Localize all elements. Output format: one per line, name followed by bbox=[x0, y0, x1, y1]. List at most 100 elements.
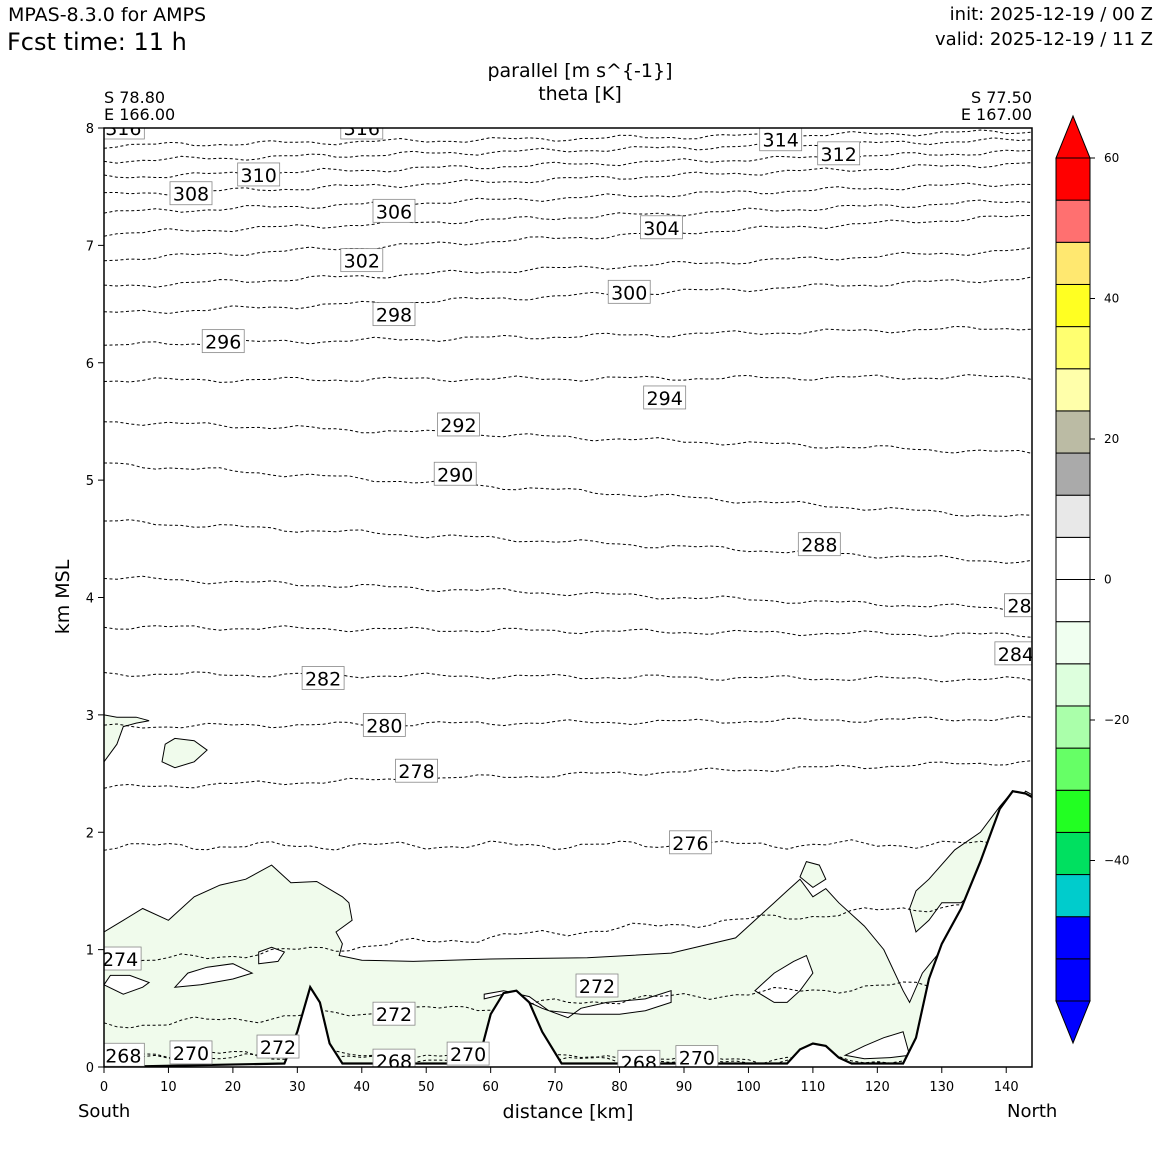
y-tick-label: 4 bbox=[86, 592, 94, 607]
theta-contour bbox=[104, 760, 1032, 789]
theta-label: 316 bbox=[340, 128, 384, 140]
colorbar-bin bbox=[1055, 410, 1091, 454]
theta-label: 310 bbox=[237, 162, 281, 187]
theta-label-box bbox=[104, 128, 145, 140]
theta-label-box bbox=[372, 1001, 416, 1026]
theta-label: 272 bbox=[575, 973, 619, 998]
theta-label-text: 268 bbox=[621, 1052, 657, 1074]
theta-label-text: 306 bbox=[376, 201, 412, 223]
theta-label: 292 bbox=[437, 412, 480, 437]
x-tick-label: 110 bbox=[800, 1080, 825, 1095]
theta-label-box bbox=[372, 302, 416, 327]
theta-label: 314 bbox=[759, 128, 803, 152]
theta-label-box bbox=[817, 141, 861, 166]
right-endpoint-lon: E 167.00 bbox=[960, 105, 1032, 124]
south-label: South bbox=[78, 1101, 131, 1122]
colorbar-bin bbox=[1055, 326, 1091, 370]
theta-contour bbox=[104, 129, 1032, 149]
x-axis: 0 10 20 30 40 50 60 70 80 90 100 110 120 130 140 bbox=[100, 1067, 1019, 1095]
theta-label: 276 bbox=[669, 830, 712, 855]
y-tick-label: 8 bbox=[86, 122, 94, 137]
theta-label-box bbox=[169, 181, 213, 206]
theta-label-text: 298 bbox=[376, 305, 412, 327]
theta-contour bbox=[104, 215, 1032, 262]
model-name: MPAS-8.3.0 for AMPS bbox=[8, 4, 207, 26]
theta-contour bbox=[104, 839, 1032, 851]
theta-label-box bbox=[607, 279, 651, 304]
theta-contour bbox=[104, 575, 1032, 613]
theta-label-text: 310 bbox=[241, 165, 277, 187]
theta-label: 268 bbox=[372, 1048, 416, 1067]
theta-label-text: 300 bbox=[611, 282, 647, 304]
colorbar-bin bbox=[1055, 747, 1091, 791]
theta-contour bbox=[104, 897, 1032, 969]
positive-wind-regions bbox=[104, 946, 911, 1060]
theta-label-text: 274 bbox=[102, 949, 138, 971]
colorbar-bin bbox=[1055, 958, 1091, 1002]
y-tick-label: 7 bbox=[86, 239, 94, 254]
colorbar-bin bbox=[1055, 789, 1091, 833]
theta-label: 298 bbox=[372, 302, 416, 327]
theta-label-box bbox=[640, 215, 683, 240]
theta-label-box bbox=[617, 1049, 661, 1067]
theta-label-box bbox=[372, 1048, 416, 1067]
x-tick-label: 100 bbox=[736, 1080, 761, 1095]
theta-label: 268 bbox=[104, 1042, 145, 1067]
theta-label-box bbox=[675, 1045, 719, 1067]
theta-label-text: 316 bbox=[105, 118, 141, 140]
theta-label: 278 bbox=[395, 758, 438, 783]
theta-contour bbox=[104, 462, 1032, 517]
colorbar-bin bbox=[1055, 579, 1091, 623]
north-label: North bbox=[1007, 1101, 1058, 1122]
theta-label-text: 272 bbox=[579, 976, 615, 998]
chart-subtitle: theta [K] bbox=[538, 83, 622, 105]
theta-contour bbox=[104, 421, 1032, 454]
theta-label: 270 bbox=[446, 1041, 490, 1066]
theta-label: 290 bbox=[433, 461, 477, 486]
negative-region bbox=[104, 790, 1032, 1067]
x-tick-label: 50 bbox=[418, 1080, 435, 1095]
theta-labels: 316 316 314 312 310 308 306 304 302 300 298 296 294 2… bbox=[102, 118, 1043, 1074]
theta-label-box bbox=[104, 946, 142, 971]
theta-label: 300 bbox=[607, 279, 651, 304]
right-endpoint-lat: S 77.50 bbox=[970, 88, 1032, 107]
x-tick-label: 60 bbox=[482, 1080, 499, 1095]
theta-label-box bbox=[169, 1040, 213, 1065]
theta-label-text: 268 bbox=[105, 1045, 141, 1067]
y-tick-label: 1 bbox=[86, 944, 94, 959]
theta-label: 288 bbox=[797, 532, 841, 557]
positive-region bbox=[483, 990, 672, 1019]
negative-region bbox=[799, 861, 827, 889]
theta-label: 274 bbox=[102, 946, 142, 971]
theta-label: 280 bbox=[362, 713, 406, 737]
theta-label-box bbox=[256, 1034, 300, 1059]
theta-label-text: 286 bbox=[1007, 596, 1043, 618]
colorbar: 60 40 20 0 −20 −40 bbox=[1055, 114, 1129, 1045]
theta-contour bbox=[104, 137, 1032, 164]
theta-label: 308 bbox=[169, 181, 213, 206]
theta-label-text: 304 bbox=[643, 218, 679, 240]
theta-label-box bbox=[575, 973, 619, 998]
theta-label-text: 282 bbox=[305, 668, 341, 690]
y-axis-label: km MSL bbox=[52, 559, 74, 634]
theta-label-text: 312 bbox=[821, 144, 857, 166]
colorbar-bin bbox=[1055, 368, 1091, 412]
theta-label: 316 bbox=[104, 118, 145, 140]
theta-label: 306 bbox=[372, 198, 416, 223]
theta-label-text: 288 bbox=[801, 535, 837, 557]
positive-region bbox=[104, 974, 151, 995]
x-tick-label: 40 bbox=[354, 1080, 371, 1095]
theta-label-box bbox=[362, 713, 406, 737]
x-tick-label: 130 bbox=[929, 1080, 954, 1095]
theta-contour bbox=[104, 325, 1032, 346]
terrain-fill bbox=[104, 791, 1032, 1067]
chart-title: parallel [m s^{-1}] bbox=[487, 60, 673, 82]
theta-label-box bbox=[446, 1041, 490, 1066]
theta-contours bbox=[104, 129, 1032, 1067]
theta-label-box bbox=[301, 666, 345, 690]
theta-label-box bbox=[437, 412, 480, 437]
theta-contour bbox=[104, 519, 1032, 564]
negative-region bbox=[161, 737, 208, 769]
x-tick-label: 120 bbox=[865, 1080, 890, 1095]
terrain bbox=[104, 789, 1032, 1067]
